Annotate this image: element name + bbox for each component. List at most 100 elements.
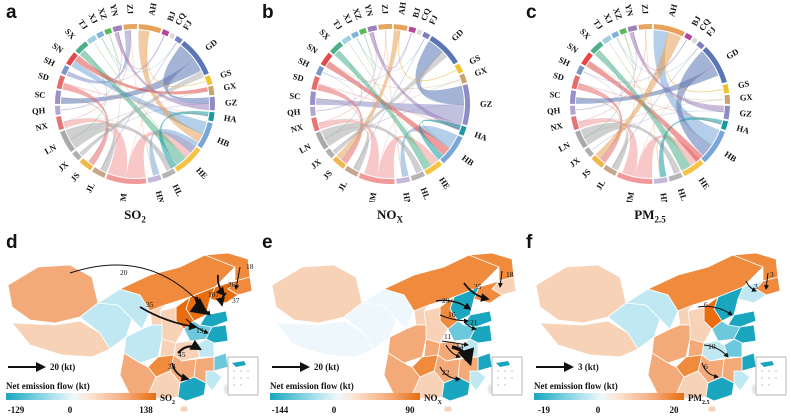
province-taiwan — [751, 384, 757, 394]
province-sd — [727, 310, 757, 328]
chord-thin-link — [583, 39, 687, 83]
province-hainan — [179, 405, 189, 413]
caption-nox: NOX — [330, 207, 450, 225]
chord-label-yn: YN — [363, 3, 376, 18]
chord-link-jx-gd — [332, 51, 447, 155]
chord-arc-ah — [653, 24, 685, 37]
chord-thin-link — [356, 34, 376, 71]
flow-arrow — [451, 345, 475, 367]
chord-arc-yn — [112, 25, 123, 33]
chord-thin-link — [101, 34, 121, 71]
chord-label-gx: GX — [223, 80, 238, 92]
chord-arc-xz — [358, 27, 367, 35]
chord-thin-link — [63, 117, 168, 171]
inset-island — [768, 377, 770, 379]
chord-thin-link — [167, 58, 210, 105]
chord-thin-link — [372, 31, 412, 69]
chord-arc-js — [591, 155, 605, 168]
chord-arc-sx — [590, 41, 604, 55]
chord-thin-link — [61, 71, 101, 111]
chord-label-tj: TJ — [591, 18, 605, 32]
legend-min: -129 — [8, 405, 25, 415]
chord-label-sh: SH — [557, 54, 572, 68]
flow-arrow — [463, 282, 490, 302]
chord-arc-sc — [55, 90, 62, 104]
chord-arc-sx — [75, 41, 89, 55]
flow-arrow — [463, 320, 478, 331]
chord-link-ha-hb — [418, 119, 461, 160]
chord-label-zj: ZJ — [380, 4, 391, 15]
chord-label-xz: XZ — [96, 6, 110, 21]
flow-value-label: 33 — [168, 362, 176, 371]
chord-thin-link — [63, 30, 132, 123]
chord-thin-link — [608, 42, 692, 166]
legend-colorbar — [270, 393, 420, 400]
flow-value-label: 20 — [120, 268, 128, 277]
chord-label-ah: AH — [666, 3, 679, 18]
province-fj — [205, 370, 223, 392]
chord-label-nx: NX — [34, 120, 49, 133]
chord-label-ah: AH — [146, 2, 158, 16]
chord-thin-link — [576, 71, 616, 111]
chord-label-sc: SC — [34, 89, 46, 100]
chord-arc-sn — [581, 52, 593, 66]
chord-arc-nx — [571, 116, 580, 131]
chord-thin-link — [682, 117, 722, 146]
inset-island — [497, 384, 499, 386]
chord-label-sx: SX — [63, 26, 78, 41]
chord-thin-link — [356, 37, 425, 72]
chord-label-sd: SD — [552, 70, 565, 83]
chord-link-ah-hb — [138, 30, 203, 143]
chord-arc-sh — [315, 65, 325, 76]
chord-thin-link — [353, 34, 376, 169]
inset-island — [504, 384, 506, 386]
chord-thin-link — [69, 90, 208, 140]
chord-thin-link — [318, 83, 460, 130]
chord-arc-zj — [638, 24, 652, 30]
flow-arrow — [701, 362, 719, 379]
chord-thin-link — [576, 97, 621, 160]
chord-thin-link — [130, 30, 154, 176]
province-taiwan — [223, 384, 229, 394]
chord-link-im-nx — [318, 119, 379, 177]
flow-arrow — [139, 306, 198, 331]
inset-island — [504, 370, 506, 372]
chord-link-ln-hl — [321, 123, 423, 174]
chord-link-gd-sc — [61, 59, 202, 104]
chord-arc-tj — [86, 35, 97, 45]
chord-arc-fj — [174, 35, 183, 44]
flow-value-label: 45 — [178, 350, 186, 359]
chord-label-sn: SN — [305, 41, 320, 56]
chord-thin-link — [420, 51, 465, 106]
chord-label-jx: JX — [309, 156, 324, 171]
inset-island — [233, 370, 235, 372]
flow-arrow — [439, 314, 469, 324]
chord-label-jx: JX — [567, 155, 582, 170]
legend-max: 20 — [670, 405, 680, 415]
chord-label-gz: GZ — [739, 108, 753, 119]
chord-thin-link — [117, 31, 165, 70]
chord-label-tj: TJ — [331, 18, 345, 32]
chord-arc-sh — [61, 65, 70, 76]
chord-thin-link — [318, 118, 417, 174]
chord-arc-zj — [123, 24, 137, 30]
chord-arc-im — [616, 172, 653, 185]
flow-arrow — [498, 270, 503, 288]
chord-label-zj: ZJ — [125, 4, 136, 15]
flow-value-label: 21 — [470, 318, 478, 327]
chord-label-sn: SN — [51, 41, 66, 56]
chord-arc-ha — [720, 120, 729, 131]
chord-link-ln-hl — [580, 122, 681, 174]
chord-link-ah-js — [336, 30, 401, 160]
chord-arc-hn — [396, 176, 411, 184]
flow-value-label: 19 — [196, 326, 204, 335]
chord-arc-fj — [696, 41, 705, 50]
chord-label-js: JS — [579, 167, 593, 181]
chord-label-jx: JX — [56, 159, 71, 174]
chord-arc-jx — [325, 148, 335, 159]
chord-label-xj: XJ — [602, 11, 616, 25]
chord-thin-link — [146, 31, 206, 88]
chord-label-sd: SD — [37, 70, 50, 83]
flow-value-label: 22 — [442, 368, 450, 377]
